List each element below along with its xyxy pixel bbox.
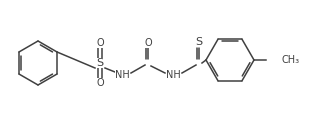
Text: NH: NH bbox=[166, 70, 180, 80]
Text: NH: NH bbox=[115, 70, 129, 80]
Text: O: O bbox=[96, 78, 104, 88]
Text: S: S bbox=[96, 58, 104, 68]
Text: O: O bbox=[144, 38, 152, 48]
Text: CH₃: CH₃ bbox=[282, 55, 300, 65]
Text: O: O bbox=[96, 38, 104, 48]
Text: S: S bbox=[195, 37, 203, 47]
